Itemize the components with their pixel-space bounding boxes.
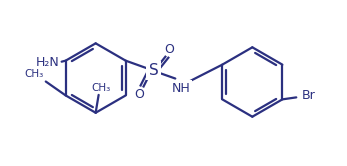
Text: CH₃: CH₃: [91, 83, 110, 93]
Text: O: O: [135, 88, 145, 101]
Text: CH₃: CH₃: [25, 69, 44, 79]
Text: S: S: [149, 63, 158, 78]
Text: NH: NH: [172, 82, 191, 94]
Text: Br: Br: [302, 89, 316, 102]
Text: O: O: [164, 43, 174, 56]
Text: H₂N: H₂N: [36, 56, 60, 69]
